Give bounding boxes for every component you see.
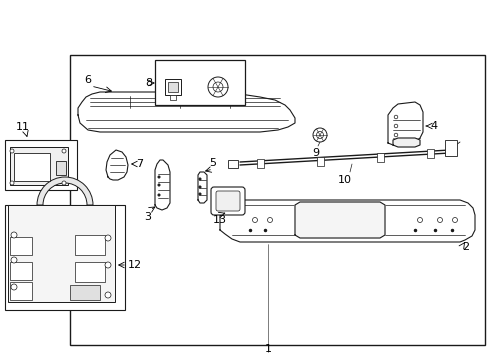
Circle shape xyxy=(158,194,160,196)
Bar xyxy=(10,262,32,280)
Bar xyxy=(427,149,434,158)
Bar xyxy=(168,82,178,92)
Bar xyxy=(8,205,115,302)
Text: 3: 3 xyxy=(145,212,151,222)
Text: 7: 7 xyxy=(136,159,144,169)
Circle shape xyxy=(10,181,14,185)
Bar xyxy=(5,140,77,190)
Bar xyxy=(10,237,32,255)
Bar xyxy=(10,282,32,300)
Text: 5: 5 xyxy=(210,158,217,168)
Bar xyxy=(317,157,324,166)
Bar xyxy=(155,60,245,105)
Wedge shape xyxy=(37,177,93,205)
Bar xyxy=(14,153,50,181)
Bar xyxy=(75,262,105,282)
Bar xyxy=(445,140,457,156)
Circle shape xyxy=(10,149,14,153)
Circle shape xyxy=(158,176,160,178)
Circle shape xyxy=(394,115,398,119)
Circle shape xyxy=(105,262,111,268)
Text: 9: 9 xyxy=(313,148,319,158)
Polygon shape xyxy=(198,172,207,203)
Circle shape xyxy=(11,284,17,290)
Circle shape xyxy=(199,186,201,188)
Circle shape xyxy=(199,178,201,180)
Circle shape xyxy=(62,149,66,153)
Circle shape xyxy=(208,77,228,97)
Circle shape xyxy=(62,181,66,185)
Polygon shape xyxy=(155,160,170,210)
Text: 11: 11 xyxy=(16,122,30,132)
Polygon shape xyxy=(295,202,385,238)
Circle shape xyxy=(452,217,458,222)
Bar xyxy=(70,55,485,345)
Bar xyxy=(75,235,105,255)
Circle shape xyxy=(417,217,422,222)
Bar xyxy=(56,161,66,175)
Polygon shape xyxy=(388,102,423,145)
Bar xyxy=(170,95,176,100)
Text: 8: 8 xyxy=(145,78,152,88)
Text: 4: 4 xyxy=(430,121,437,131)
Text: 13: 13 xyxy=(213,215,227,225)
FancyBboxPatch shape xyxy=(211,187,245,215)
Text: 10: 10 xyxy=(338,175,352,185)
Polygon shape xyxy=(78,92,295,132)
Bar xyxy=(257,159,264,168)
Polygon shape xyxy=(106,150,128,180)
Bar xyxy=(70,285,100,300)
Text: 2: 2 xyxy=(462,242,469,252)
Bar xyxy=(377,153,384,162)
Circle shape xyxy=(317,131,323,139)
Circle shape xyxy=(252,217,258,222)
FancyBboxPatch shape xyxy=(216,191,240,211)
Circle shape xyxy=(11,257,17,263)
Circle shape xyxy=(213,82,223,92)
Bar xyxy=(228,160,238,168)
Bar xyxy=(5,205,125,310)
Circle shape xyxy=(394,124,398,128)
Circle shape xyxy=(199,193,201,195)
Circle shape xyxy=(268,217,272,222)
Circle shape xyxy=(105,235,111,241)
Bar xyxy=(165,79,181,95)
Circle shape xyxy=(313,128,327,142)
Text: 12: 12 xyxy=(128,260,142,270)
Bar xyxy=(10,147,68,185)
Polygon shape xyxy=(220,200,475,242)
Circle shape xyxy=(11,232,17,238)
Text: 1: 1 xyxy=(265,344,271,354)
Polygon shape xyxy=(393,138,420,147)
Circle shape xyxy=(158,184,160,186)
Text: 6: 6 xyxy=(84,75,92,85)
Circle shape xyxy=(105,292,111,298)
Circle shape xyxy=(438,217,442,222)
Circle shape xyxy=(394,133,398,137)
